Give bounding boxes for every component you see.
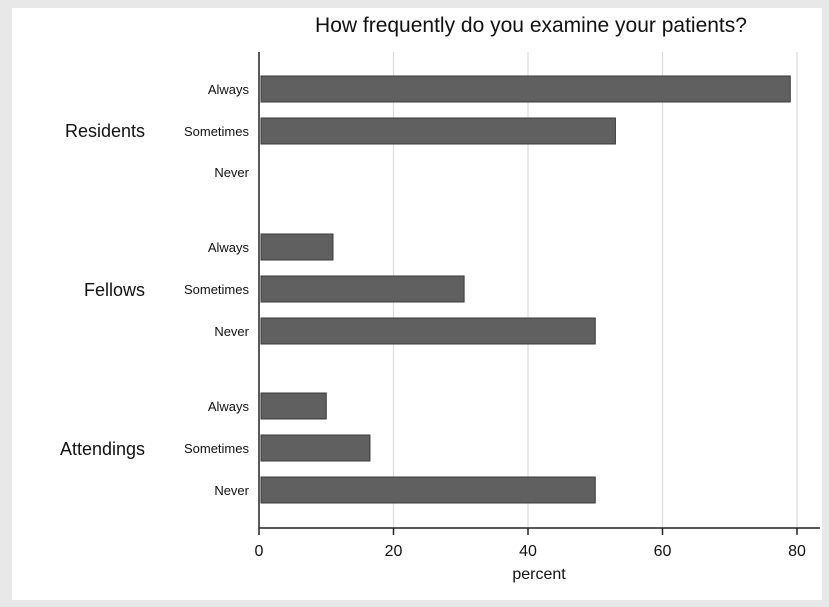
bar (260, 392, 327, 420)
category-label: Always (208, 82, 250, 97)
x-tick-label: 0 (255, 543, 264, 560)
x-tick-label: 20 (385, 543, 403, 560)
bar (260, 317, 596, 345)
group-label: Fellows (84, 280, 145, 300)
bar (260, 75, 791, 103)
category-label: Sometimes (184, 124, 250, 139)
category-label: Never (214, 165, 249, 180)
category-labels: Residents Always Sometimes Never Fellows Alwa… (60, 82, 250, 498)
axes: 0 20 40 60 80 (255, 52, 820, 560)
category-label: Always (208, 240, 250, 255)
category-label: Never (214, 324, 249, 339)
group-label: Attendings (60, 439, 145, 459)
x-tick-label: 80 (788, 543, 806, 560)
x-tick-label: 60 (654, 543, 672, 560)
bar (260, 434, 371, 462)
bar (260, 117, 616, 145)
chart-title: How frequently do you examine your patie… (315, 14, 747, 37)
bar (260, 275, 465, 303)
x-axis-title: percent (512, 566, 566, 583)
x-tick-label: 40 (519, 543, 537, 560)
bar (260, 233, 334, 261)
category-label: Sometimes (184, 441, 250, 456)
category-label: Sometimes (184, 282, 250, 297)
category-label: Never (214, 483, 249, 498)
bars (260, 75, 791, 504)
bar (260, 476, 596, 504)
category-label: Always (208, 399, 250, 414)
group-label: Residents (65, 121, 145, 141)
